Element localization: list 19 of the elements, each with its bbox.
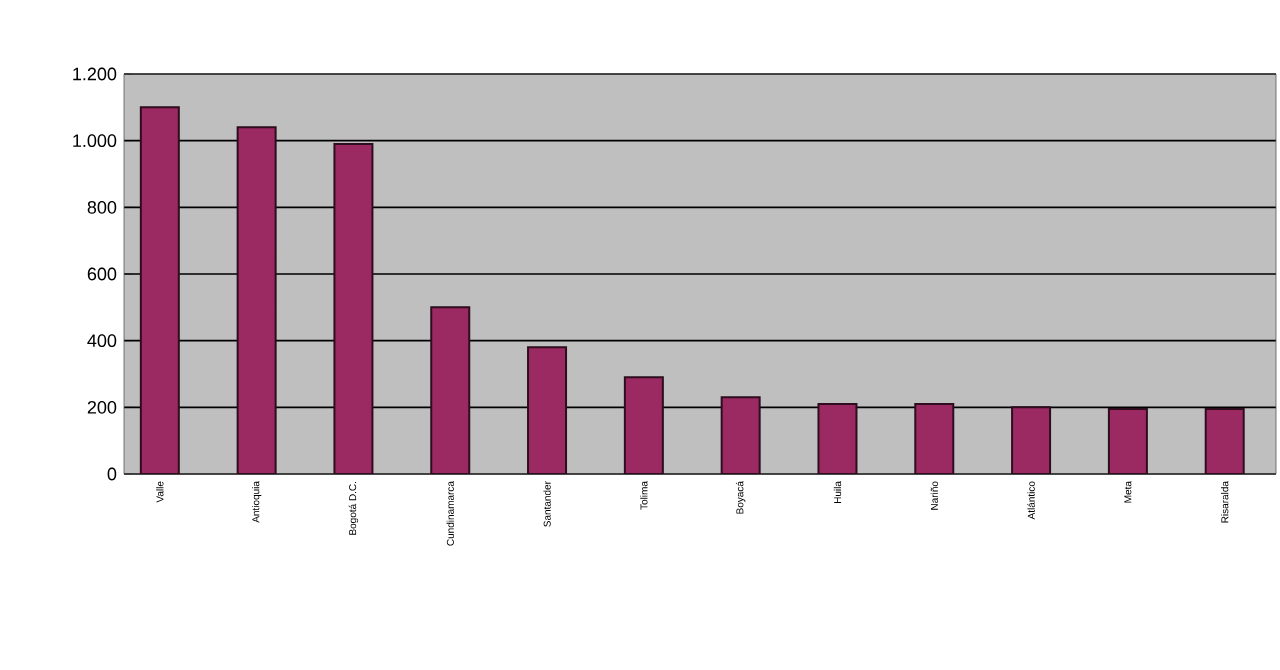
bar <box>1204 408 1245 474</box>
y-tick-label: 400 <box>87 334 117 348</box>
y-tick-label: 800 <box>87 200 117 214</box>
bar <box>527 346 568 474</box>
bar <box>914 403 955 474</box>
bar <box>1107 408 1148 474</box>
y-tick-label: 1.000 <box>73 134 117 148</box>
bar <box>817 403 858 474</box>
bar <box>333 143 374 474</box>
y-tick-label: 200 <box>87 400 117 414</box>
bar <box>139 106 180 474</box>
bar <box>430 306 471 474</box>
bar <box>623 376 664 474</box>
y-tick-label: 600 <box>87 267 117 281</box>
bar <box>236 126 277 474</box>
bar <box>1011 406 1052 474</box>
y-tick-label: 0 <box>107 467 117 481</box>
y-tick-label: 1.200 <box>73 67 117 81</box>
bar <box>720 396 761 474</box>
